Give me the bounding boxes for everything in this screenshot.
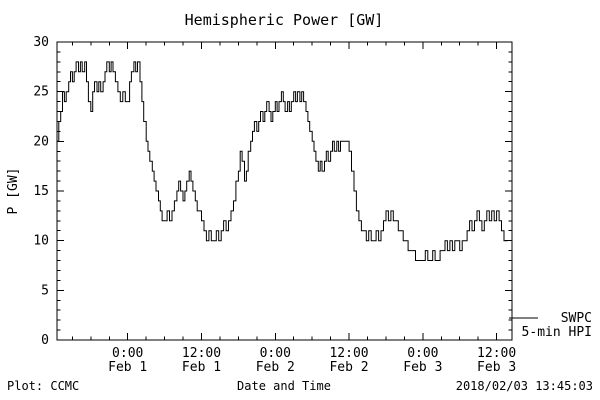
x-tick-label-time: 0:00	[112, 346, 143, 361]
x-tick-label-date: Feb 3	[477, 360, 516, 375]
legend-label-5min-hpi: 5-min HPI	[522, 325, 592, 340]
x-tick-label-date: Feb 1	[182, 360, 221, 375]
footer-timestamp: 2018/02/03 13:45:03	[456, 379, 593, 393]
x-tick-label-time: 0:00	[260, 346, 291, 361]
footer-plot-source: Plot: CCMC	[7, 379, 79, 393]
y-tick-label: 30	[33, 35, 49, 50]
y-tick-label: 5	[41, 283, 49, 298]
y-tick-label: 20	[33, 134, 49, 149]
y-tick-label: 25	[33, 85, 49, 100]
x-tick-label-date: Feb 1	[108, 360, 147, 375]
y-tick-label: 0	[41, 333, 49, 348]
x-tick-label-time: 0:00	[407, 346, 438, 361]
chart-title: Hemispheric Power [GW]	[185, 11, 384, 29]
x-tick-label-date: Feb 3	[403, 360, 442, 375]
x-tick-label-time: 12:00	[329, 346, 368, 361]
y-tick-label: 15	[33, 184, 49, 199]
x-tick-label-time: 12:00	[182, 346, 221, 361]
x-axis-label: Date and Time	[237, 379, 331, 393]
plot-frame	[56, 41, 513, 341]
x-tick-label-date: Feb 2	[256, 360, 295, 375]
x-tick-label-date: Feb 2	[329, 360, 368, 375]
hpi-data-line	[57, 61, 508, 261]
y-axis-label: P [GW]	[6, 168, 21, 215]
legend-label-swpc: SWPC	[561, 311, 592, 326]
x-tick-label-time: 12:00	[477, 346, 516, 361]
y-tick-label: 10	[33, 234, 49, 249]
